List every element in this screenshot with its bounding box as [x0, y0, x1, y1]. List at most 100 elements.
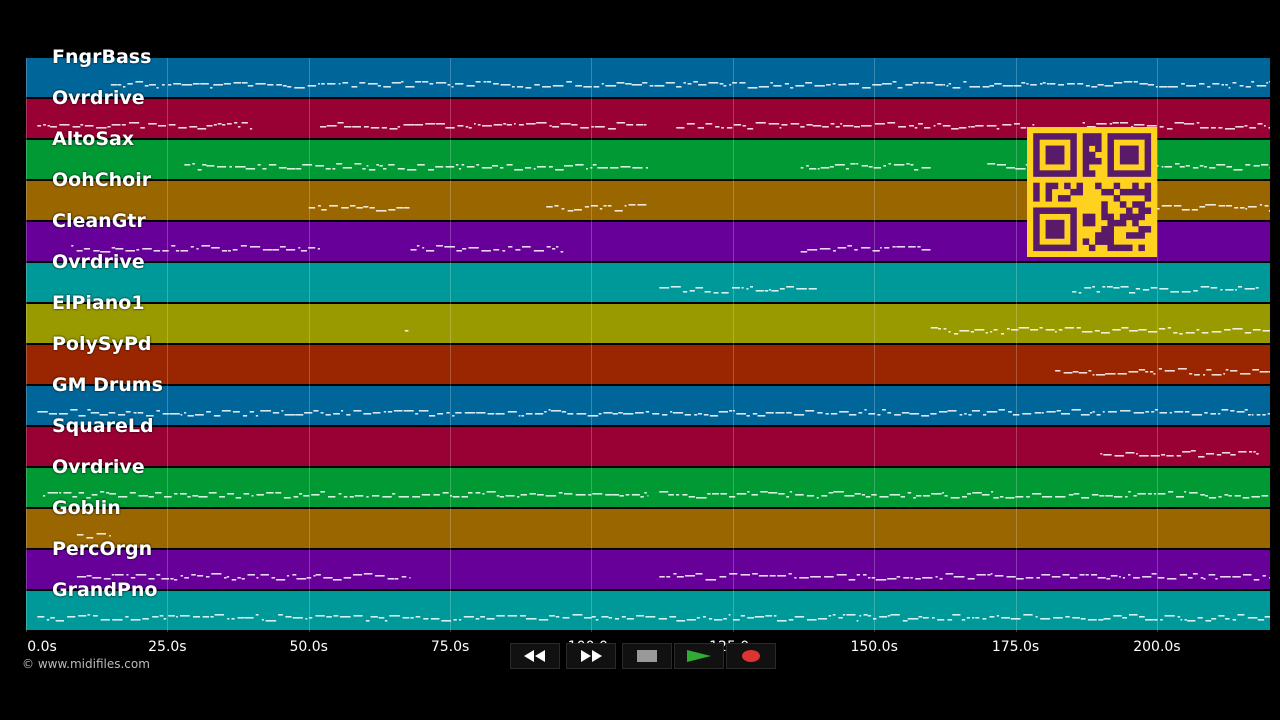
- note-mark: [84, 125, 94, 127]
- note-mark: [863, 574, 867, 576]
- note-mark: [285, 249, 296, 251]
- note-mark: [352, 574, 363, 576]
- note-mark: [313, 410, 319, 412]
- note-mark: [795, 494, 804, 496]
- note-mark: [594, 126, 605, 128]
- note-mark: [167, 84, 172, 86]
- note-mark: [197, 169, 202, 171]
- note-mark: [326, 616, 332, 618]
- note-mark: [486, 491, 496, 493]
- note-mark: [1225, 369, 1229, 371]
- note-mark: [404, 330, 409, 332]
- note-mark: [429, 83, 434, 85]
- note-mark: [809, 168, 817, 170]
- note-mark: [1164, 166, 1173, 168]
- note-mark: [338, 493, 342, 495]
- note-mark: [953, 576, 965, 578]
- note-mark: [200, 83, 209, 85]
- note-mark: [562, 617, 570, 619]
- note-mark: [210, 87, 213, 89]
- note-mark: [202, 164, 207, 166]
- note-mark: [861, 165, 868, 167]
- note-mark: [1125, 496, 1128, 498]
- fast-forward-icon: [581, 650, 602, 662]
- note-mark: [229, 166, 233, 168]
- note-mark: [303, 495, 310, 497]
- note-mark: [1159, 288, 1169, 290]
- note-mark: [481, 167, 492, 169]
- note-mark: [795, 85, 805, 87]
- note-mark: [930, 327, 939, 329]
- note-mark: [689, 290, 695, 292]
- note-mark: [1100, 453, 1103, 455]
- note-mark: [235, 166, 246, 168]
- note-mark: [363, 413, 372, 415]
- note-mark: [910, 164, 914, 166]
- note-mark: [659, 576, 665, 578]
- record-button[interactable]: [726, 643, 776, 669]
- note-mark: [687, 83, 692, 85]
- note-mark: [1260, 164, 1269, 166]
- note-mark: [777, 575, 787, 577]
- note-mark: [856, 620, 859, 622]
- note-mark: [332, 579, 342, 581]
- track-lane: [26, 509, 1270, 548]
- note-mark: [1257, 619, 1265, 621]
- note-mark: [789, 491, 793, 493]
- note-mark: [1092, 286, 1096, 288]
- note-mark: [1112, 329, 1121, 331]
- note-mark: [917, 246, 921, 248]
- note-mark: [384, 620, 388, 622]
- note-mark: [1103, 618, 1111, 620]
- note-mark: [760, 491, 768, 493]
- fast-forward-button[interactable]: [566, 643, 616, 669]
- note-mark: [845, 168, 849, 170]
- rewind-button[interactable]: [510, 643, 560, 669]
- note-mark: [117, 414, 126, 416]
- note-mark: [645, 167, 648, 169]
- note-mark: [180, 575, 184, 577]
- note-mark: [729, 573, 738, 575]
- note-mark: [201, 245, 211, 247]
- note-mark: [924, 127, 931, 129]
- note-mark: [1232, 619, 1237, 621]
- note-mark: [718, 411, 729, 413]
- note-mark: [713, 619, 723, 621]
- note-mark: [180, 250, 189, 252]
- note-mark: [327, 83, 336, 85]
- note-mark: [814, 85, 825, 87]
- play-button[interactable]: [674, 643, 724, 669]
- note-mark: [1190, 450, 1196, 452]
- note-mark: [723, 618, 727, 620]
- track-lane: [26, 468, 1270, 507]
- note-mark: [58, 413, 68, 415]
- note-mark: [436, 123, 445, 125]
- note-mark: [1012, 414, 1020, 416]
- note-mark: [1200, 494, 1205, 496]
- note-mark: [243, 493, 250, 495]
- note-mark: [555, 616, 560, 618]
- note-mark: [794, 577, 797, 579]
- note-mark: [1230, 410, 1235, 412]
- note-mark: [1013, 85, 1022, 87]
- note-mark: [515, 249, 521, 251]
- note-mark: [72, 496, 78, 498]
- note-mark: [626, 618, 634, 620]
- note-mark: [308, 617, 313, 619]
- note-mark: [106, 492, 110, 494]
- note-mark: [401, 81, 404, 83]
- note-mark: [591, 126, 594, 128]
- note-mark: [1218, 496, 1222, 498]
- note-mark: [1164, 370, 1175, 372]
- note-mark: [752, 413, 758, 415]
- note-mark: [1063, 372, 1073, 374]
- note-mark: [109, 535, 111, 537]
- note-mark: [1097, 84, 1104, 86]
- note-mark: [800, 251, 808, 253]
- note-mark: [758, 86, 769, 88]
- note-mark: [1203, 374, 1206, 376]
- note-mark: [821, 495, 828, 497]
- note-mark: [659, 287, 670, 289]
- note-mark: [768, 492, 778, 494]
- stop-button[interactable]: [622, 643, 672, 669]
